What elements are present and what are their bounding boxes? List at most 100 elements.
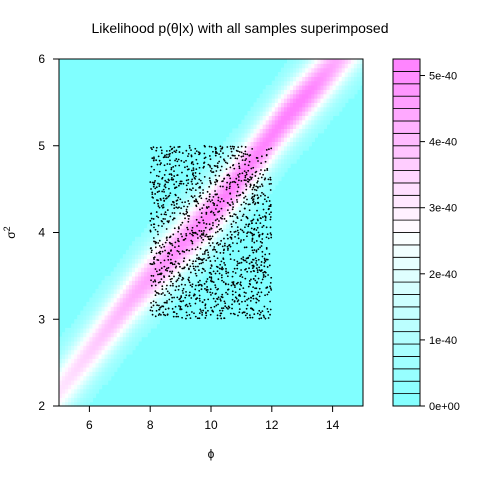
heatmap-cell [141,262,145,268]
heatmap-cell [235,145,239,151]
heatmap-cell [131,336,136,342]
heatmap-cell [92,384,97,390]
heatmap-cell [220,215,224,221]
heatmap-cell [153,323,157,329]
sample-point [188,302,191,305]
heatmap-cell [77,392,81,398]
sample-point [212,270,215,273]
heatmap-cell [229,193,233,199]
y-axis-label: σ2 [2,226,18,238]
sample-point [219,252,222,254]
sample-point [215,193,218,196]
sample-point [257,258,260,261]
heatmap-cell [244,180,249,186]
sample-point [212,150,214,153]
heatmap-cell [244,137,249,143]
heatmap-cell [104,345,109,351]
heatmap-cell [247,206,252,212]
heatmap-cell [244,167,249,173]
heatmap-cell [119,267,124,273]
heatmap-cell [110,323,115,329]
heatmap-cell [131,327,136,333]
heatmap-cell [217,180,221,186]
sample-point [159,306,162,309]
heatmap-cell [223,145,227,151]
sample-point [250,231,252,234]
sample-point [166,284,168,287]
sample-point [166,239,168,242]
sample-point [176,249,179,252]
heatmap-cell [131,319,136,325]
sample-point [199,308,202,311]
heatmap-cell [302,115,306,121]
heatmap-cell [302,76,306,82]
heatmap-cell [180,232,185,238]
sample-point [251,267,254,270]
sample-point [242,256,245,258]
sample-point [209,244,212,247]
heatmap-cell [62,349,66,355]
heatmap-cell [171,245,176,251]
heatmap-cell [86,375,90,381]
sample-point [210,167,213,170]
heatmap-cell [253,154,258,160]
heatmap-cell [329,111,334,116]
sample-point [166,209,169,211]
sample-point [171,282,174,285]
heatmap-cell [68,375,72,381]
heatmap-cell [168,206,173,212]
heatmap-cell [214,223,218,229]
heatmap-cell [256,132,261,138]
heatmap-cell [238,184,242,190]
heatmap-cell [174,202,179,208]
sample-point [248,280,251,282]
heatmap-cell [95,314,100,320]
heatmap-cell [68,353,72,359]
heatmap-cell [287,119,291,125]
heatmap-cell [141,288,145,294]
sample-point [154,193,157,195]
heatmap-cell [95,353,100,359]
heatmap-cell [189,219,194,225]
heatmap-cell [192,219,197,225]
heatmap-cell [287,150,291,156]
sample-point [267,237,270,240]
heatmap-cell [183,210,188,216]
sample-point [182,292,184,294]
heatmap-cell [180,197,185,203]
sample-point [177,184,180,187]
sample-point [185,311,188,314]
heatmap-cell [113,310,118,316]
sample-point [168,155,171,157]
heatmap-cell [232,197,236,203]
sample-point [209,211,212,214]
heatmap-cell [299,102,303,108]
sample-point [241,312,244,314]
heatmap-cell [83,336,87,342]
heatmap-cell [189,258,194,264]
sample-point [219,216,222,219]
heatmap-cell [162,297,166,303]
sample-point [252,265,255,268]
heatmap-cell [296,111,300,116]
heatmap-cell [119,258,124,264]
sample-point [207,238,210,240]
heatmap-cell [101,327,106,333]
heatmap-cell [122,340,127,346]
heatmap-cell [113,284,118,290]
heatmap-cell [183,189,188,195]
heatmap-cell [198,197,203,203]
heatmap-cell [353,72,358,77]
sample-point [186,248,188,251]
heatmap-cell [250,210,255,216]
sample-point [180,308,183,311]
heatmap-cell [290,80,294,86]
heatmap-cell [92,340,97,346]
heatmap-cell [186,184,191,190]
sample-point [202,233,205,236]
heatmap-cell [201,171,206,177]
heatmap-cell [131,258,136,264]
heatmap-cell [156,306,160,312]
sample-point [210,280,213,283]
